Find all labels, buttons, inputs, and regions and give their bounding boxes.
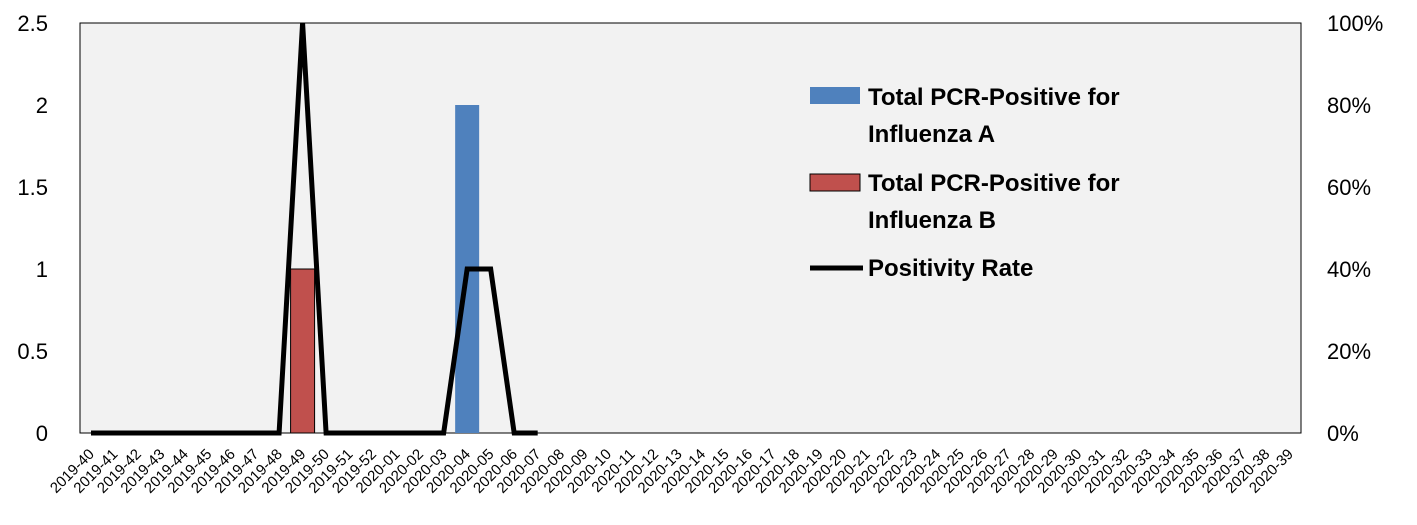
x-axis: 2019-402019-412019-422019-432019-442019-… — [47, 446, 1297, 497]
legend-label-influenza-a-line1: Total PCR-Positive for — [868, 84, 1120, 111]
left-axis-tick: 1 — [36, 257, 48, 282]
right-axis-tick: 20% — [1327, 339, 1371, 364]
left-axis-tick: 1.5 — [17, 175, 48, 200]
legend-label-influenza-b-line1: Total PCR-Positive for — [868, 170, 1120, 197]
left-axis-tick: 2.5 — [17, 11, 48, 36]
legend-swatch-influenza-b — [809, 173, 861, 192]
right-axis-tick: 100% — [1327, 11, 1383, 36]
right-axis-tick: 60% — [1327, 175, 1371, 200]
legend-swatch-influenza-a — [810, 87, 860, 104]
left-axis-tick: 0.5 — [17, 339, 48, 364]
line-layer — [91, 22, 538, 436]
legend-label-positivity-rate: Positivity Rate — [868, 255, 1033, 282]
legend: Total PCR-Positive for Influenza A Total… — [809, 84, 1120, 282]
bar-total-pcr-positive-for-influenza-b-2019-49 — [290, 268, 316, 434]
right-axis: 0% 20% 40% 60% 80% 100% — [1327, 11, 1383, 446]
line-positivity-rate — [91, 22, 538, 436]
legend-label-influenza-b-line2: Influenza B — [868, 207, 996, 234]
legend-label-influenza-a-line2: Influenza A — [868, 121, 995, 148]
right-axis-tick: 0% — [1327, 421, 1359, 446]
left-axis-tick: 2 — [36, 93, 48, 118]
left-axis-tick: 0 — [36, 421, 48, 446]
left-axis: 0 0.5 1 1.5 2 2.5 — [17, 11, 48, 446]
right-axis-tick: 80% — [1327, 93, 1371, 118]
right-axis-tick: 40% — [1327, 257, 1371, 282]
bars-layer — [290, 105, 480, 434]
